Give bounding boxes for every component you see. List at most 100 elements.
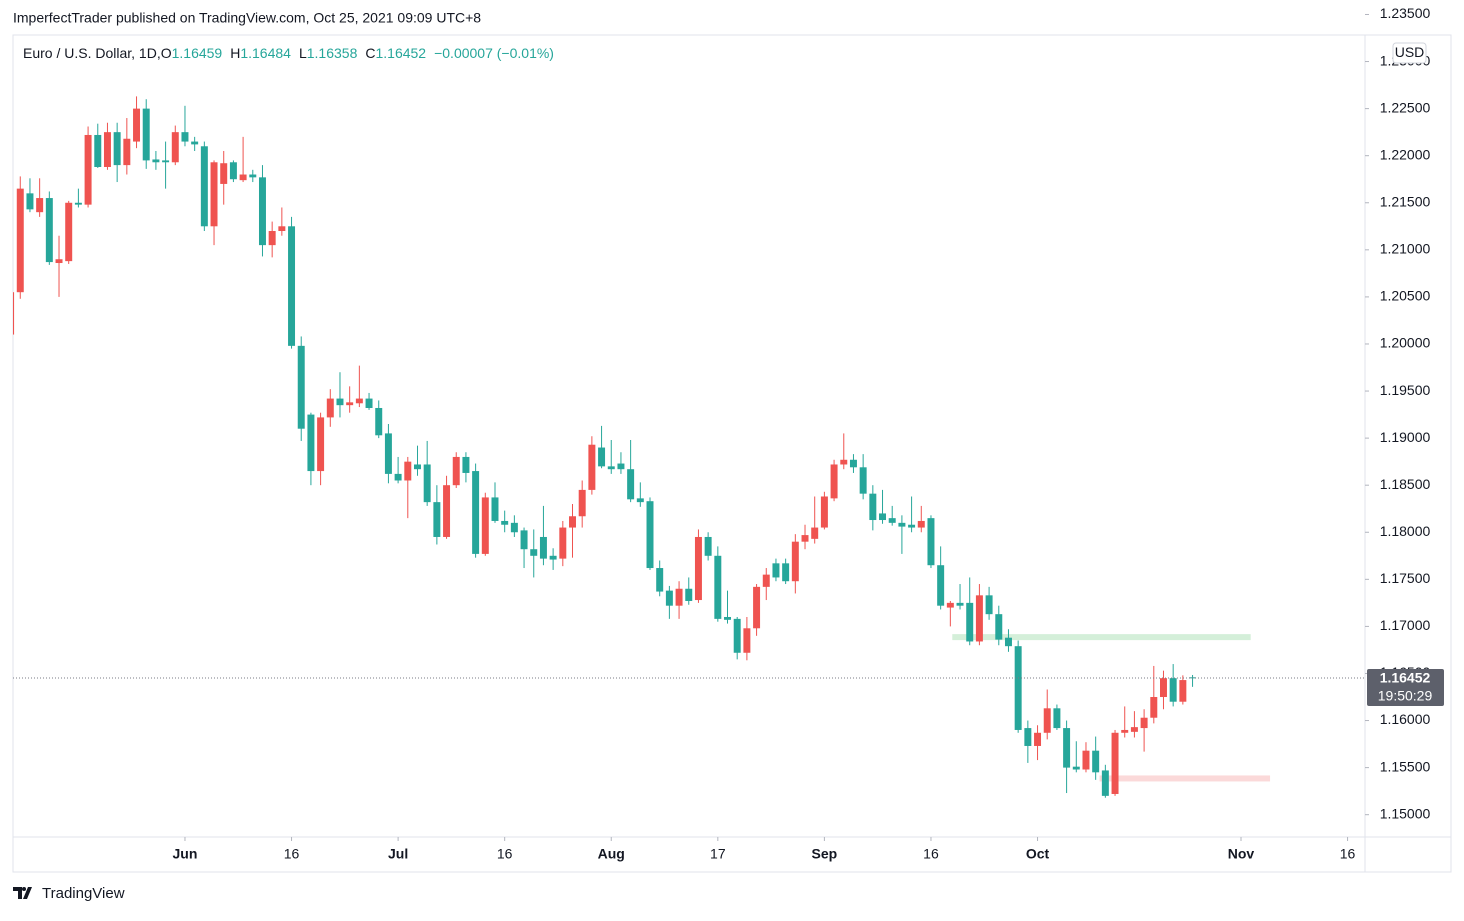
candle-body <box>413 464 421 470</box>
candle-body <box>472 471 480 554</box>
candle-body <box>607 466 615 470</box>
candle-body <box>1004 637 1012 647</box>
candle-body <box>578 489 586 517</box>
candle-body <box>704 536 712 556</box>
candle-body <box>956 602 964 606</box>
candle-body <box>152 159 160 163</box>
candle-body <box>36 198 44 213</box>
y-tick-label: 1.21000 <box>1380 241 1431 257</box>
plot-area <box>13 96 1365 798</box>
candle-body <box>985 595 993 615</box>
candle-body <box>830 464 838 499</box>
candle-body <box>549 555 557 560</box>
y-tick-label: 1.15500 <box>1380 758 1431 774</box>
candle-body <box>1053 708 1061 729</box>
candle-body <box>1034 732 1042 746</box>
candle-body <box>326 398 334 418</box>
logo-icon <box>13 887 32 899</box>
candle-body <box>743 628 751 653</box>
candle-body <box>879 513 887 521</box>
legend-key: O <box>161 45 172 61</box>
candle-body <box>84 134 92 205</box>
candle-body <box>1121 729 1129 733</box>
candle-body <box>539 536 547 559</box>
candle-body <box>801 535 809 542</box>
candle-body <box>229 162 237 180</box>
y-tick-label: 1.18000 <box>1380 523 1431 539</box>
candle-body <box>200 146 208 227</box>
x-tick-label: 16 <box>497 846 513 862</box>
legend-key: H <box>230 45 240 61</box>
logo-dot <box>22 887 26 891</box>
candle-body <box>346 402 354 406</box>
y-tick-label: 1.18500 <box>1380 476 1431 492</box>
candle-body <box>598 447 606 467</box>
candle-body <box>45 198 53 263</box>
last-price-box <box>1367 668 1444 706</box>
x-tick-label: Jun <box>173 846 198 862</box>
currency-label: USD <box>1395 44 1425 60</box>
zone <box>1099 775 1271 782</box>
candle-body <box>123 138 131 166</box>
candle-body <box>685 588 693 601</box>
candle-body <box>859 467 867 494</box>
candle-body <box>307 414 315 472</box>
candle-body <box>491 497 499 521</box>
y-tick-label: 1.20000 <box>1380 335 1431 351</box>
candle-body <box>617 463 625 470</box>
candle-body <box>530 549 538 556</box>
candle-body <box>1169 678 1177 702</box>
candle-body <box>1159 678 1167 698</box>
candle-body <box>627 469 635 500</box>
candle-body <box>1043 708 1051 733</box>
candle-body <box>588 444 596 490</box>
candle-body <box>404 461 412 481</box>
candle-body <box>656 568 664 592</box>
candle-body <box>462 456 470 473</box>
candle-body <box>1111 732 1119 794</box>
legend-key: C <box>365 45 375 61</box>
chart-frame <box>12 34 1452 873</box>
candle-body <box>762 574 770 587</box>
y-tick-label: 1.23500 <box>1380 5 1431 21</box>
candle-body <box>181 132 189 142</box>
footer-text: TradingView <box>42 885 125 902</box>
x-tick-label: Jul <box>388 846 408 862</box>
legend-value: 1.16452 <box>375 45 426 61</box>
x-tick-label: Aug <box>598 846 625 862</box>
candle-body <box>849 459 857 468</box>
candle-body <box>258 177 266 246</box>
candle-body <box>966 602 974 642</box>
candle-body <box>74 202 82 205</box>
candle-body <box>16 188 24 293</box>
x-tick-label: Nov <box>1228 846 1255 862</box>
candle-body <box>501 520 509 525</box>
candle-body <box>520 530 528 550</box>
candle-body <box>869 493 877 521</box>
candle-body <box>171 132 179 163</box>
candle-body <box>220 163 228 184</box>
x-tick-label: Oct <box>1026 846 1050 862</box>
candle-body <box>946 602 954 608</box>
candle-body <box>1063 728 1071 768</box>
candle-body <box>336 398 344 406</box>
candle-body <box>927 518 935 566</box>
y-tick-label: 1.20500 <box>1380 288 1431 304</box>
candle-body <box>811 527 819 539</box>
candle-body <box>510 522 518 533</box>
candle-body <box>559 527 567 559</box>
candle-body <box>433 502 441 537</box>
candle-body <box>569 516 576 528</box>
currency-box <box>1392 42 1427 64</box>
candle-body <box>443 485 451 537</box>
legend: Euro / U.S. Dollar, 1D,O1.16459 H1.16484 L… <box>23 45 554 61</box>
candle-body <box>646 501 654 569</box>
candle-body <box>26 193 34 210</box>
candle-body <box>103 132 111 167</box>
legend-change: −0.00007 (−0.01%) <box>434 45 554 61</box>
candle-body <box>1024 728 1032 746</box>
candle-body <box>995 614 1003 640</box>
candle-body <box>753 586 761 629</box>
candle-body <box>1140 717 1148 729</box>
